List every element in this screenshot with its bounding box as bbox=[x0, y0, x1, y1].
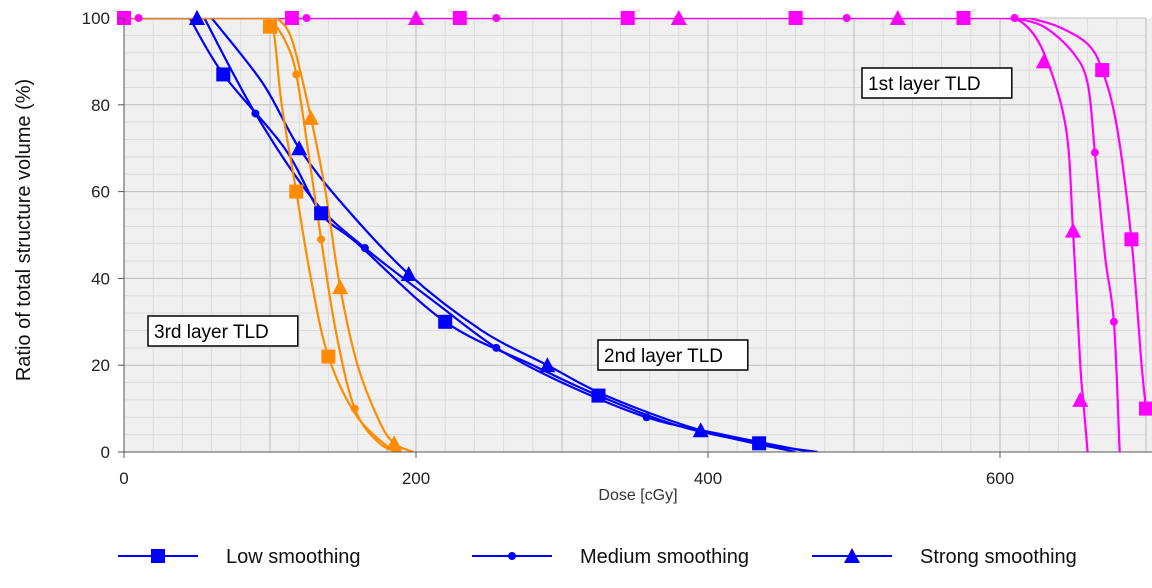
legend-label: Low smoothing bbox=[226, 546, 361, 568]
marker-2nd-medium bbox=[251, 109, 260, 118]
marker-1st-strong bbox=[670, 10, 687, 25]
y-tick-label: 100 bbox=[82, 9, 110, 28]
marker-1st-strong bbox=[408, 10, 424, 25]
legend-item-strong: Strong smoothing bbox=[812, 546, 1077, 568]
minor-gridlines bbox=[124, 18, 1146, 452]
annotation-label: 1st layer TLD bbox=[868, 74, 981, 95]
legend-marker bbox=[151, 549, 165, 563]
marker-3rd-low bbox=[289, 184, 304, 199]
marker-1st-low bbox=[284, 11, 299, 25]
marker-2nd-strong bbox=[692, 422, 709, 438]
curve-3rd-low bbox=[262, 18, 395, 452]
x-tick-label: 600 bbox=[986, 469, 1014, 488]
marker-1st-medium bbox=[842, 14, 851, 22]
x-tick-label: 400 bbox=[694, 469, 722, 488]
marker-1st-medium bbox=[302, 14, 311, 22]
marker-1st-low bbox=[620, 11, 635, 25]
annotation-1: 1st layer TLD bbox=[861, 67, 1013, 99]
annotation-box bbox=[597, 339, 749, 371]
legend-item-low: Low smoothing bbox=[118, 546, 361, 568]
marker-1st-medium bbox=[1010, 14, 1019, 22]
x-axis-label: Dose [cGy] bbox=[598, 487, 677, 504]
marker-1st-medium bbox=[1109, 317, 1118, 326]
y-tick-label: 80 bbox=[91, 96, 110, 115]
layer-annotations: 1st layer TLD 2nd layer TLD 3rd layer TLD bbox=[147, 67, 1013, 371]
marker-1st-low bbox=[1139, 401, 1152, 416]
curve-2nd-medium bbox=[203, 18, 811, 452]
annotation-box bbox=[861, 67, 1013, 99]
curve-1st-low bbox=[1028, 18, 1148, 409]
marker-1st-medium bbox=[492, 14, 501, 22]
axes bbox=[118, 17, 1152, 458]
marker-3rd-medium bbox=[317, 235, 326, 244]
marker-3rd-strong bbox=[386, 435, 403, 451]
marker-1st-strong bbox=[1065, 222, 1081, 238]
marker-2nd-strong bbox=[189, 10, 205, 25]
marker-1st-medium bbox=[134, 14, 143, 22]
marker-1st-low bbox=[788, 11, 803, 25]
y-tick-label: 20 bbox=[91, 356, 110, 375]
annotation-2: 2nd layer TLD bbox=[597, 339, 749, 371]
y-tick-label: 60 bbox=[91, 183, 110, 202]
marker-2nd-medium bbox=[360, 244, 369, 253]
annotation-box bbox=[147, 315, 299, 347]
marker-1st-low bbox=[1095, 63, 1110, 78]
legend-label: Medium smoothing bbox=[580, 546, 749, 568]
annotation-label: 3rd layer TLD bbox=[154, 322, 269, 343]
marker-3rd-strong bbox=[332, 279, 349, 295]
x-tick-label: 200 bbox=[402, 469, 430, 488]
marker-1st-medium bbox=[1090, 148, 1099, 157]
marker-2nd-low bbox=[216, 67, 231, 82]
marker-3rd-medium bbox=[350, 404, 359, 413]
marker-1st-strong bbox=[1072, 391, 1089, 407]
marker-2nd-medium bbox=[492, 343, 501, 352]
annotation-label: 2nd layer TLD bbox=[604, 346, 723, 367]
marker-2nd-low bbox=[314, 206, 329, 221]
marker-1st-strong bbox=[889, 10, 906, 25]
marker-2nd-low bbox=[752, 436, 767, 451]
marker-1st-low bbox=[1124, 232, 1139, 247]
marker-3rd-low bbox=[263, 19, 277, 34]
tick-labels: 0 20 40 60 80 100 0 200 400 600 bbox=[82, 9, 1015, 488]
curve-1st-strong bbox=[999, 18, 1089, 452]
marker-3rd-low bbox=[321, 349, 336, 364]
legend: Low smoothing Medium smoothing Strong smoo… bbox=[118, 546, 1077, 568]
marker-2nd-strong bbox=[400, 266, 417, 282]
legend-item-medium: Medium smoothing bbox=[472, 546, 749, 568]
legend-marker bbox=[508, 552, 516, 560]
curve-2nd-strong bbox=[210, 18, 796, 452]
marker-1st-low bbox=[956, 11, 971, 25]
annotation-3: 3rd layer TLD bbox=[147, 315, 299, 347]
marker-2nd-medium bbox=[642, 413, 651, 422]
y-axis-label: Ratio of total structure volume (%) bbox=[13, 79, 35, 381]
x-tick-label: 0 bbox=[119, 469, 128, 488]
y-tick-label: 0 bbox=[101, 443, 110, 462]
legend-marker bbox=[844, 548, 860, 563]
marker-2nd-low bbox=[591, 388, 606, 403]
marker-1st-low bbox=[452, 11, 467, 25]
curve-markers bbox=[117, 10, 1152, 451]
marker-2nd-low bbox=[438, 314, 453, 329]
marker-3rd-strong bbox=[302, 109, 319, 125]
marker-1st-strong bbox=[1035, 53, 1052, 69]
marker-2nd-strong bbox=[539, 357, 556, 373]
legend-label: Strong smoothing bbox=[920, 546, 1077, 568]
marker-2nd-strong bbox=[291, 140, 308, 156]
y-tick-label: 40 bbox=[91, 269, 110, 288]
marker-3rd-medium bbox=[292, 70, 301, 79]
